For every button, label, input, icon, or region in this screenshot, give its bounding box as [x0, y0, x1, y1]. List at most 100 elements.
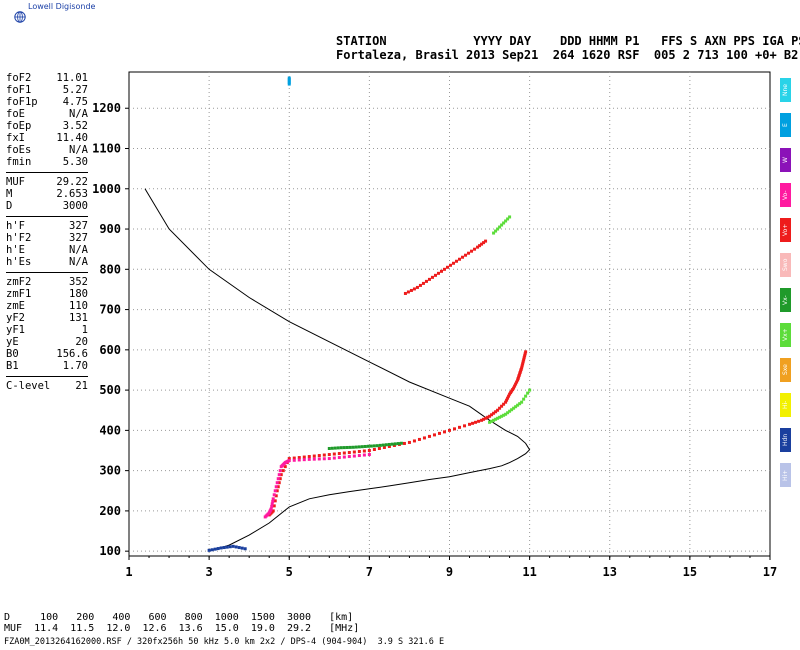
echo-point	[498, 415, 502, 419]
echo-point	[415, 285, 419, 289]
echo-point	[449, 263, 453, 267]
echo-point	[207, 548, 211, 552]
echo-point	[511, 388, 515, 392]
echo-point	[287, 82, 291, 86]
echo-point	[406, 290, 410, 294]
echo-point	[362, 449, 366, 453]
echo-point	[213, 547, 217, 551]
echo-point	[287, 459, 291, 463]
param-row-fof1p: foF1p 4.75	[6, 96, 88, 108]
legend-item-nne: Nne	[780, 78, 791, 102]
echo-point	[278, 477, 282, 481]
echo-point	[332, 452, 336, 456]
echo-point	[498, 406, 502, 410]
echo-point	[507, 394, 511, 398]
echo-point	[455, 259, 459, 263]
echo-point	[243, 547, 247, 551]
echo-point	[216, 547, 220, 551]
x-tick-label: 17	[763, 565, 777, 579]
x-tick-label: 9	[446, 565, 453, 579]
echo-point	[354, 445, 358, 449]
echo-point	[342, 451, 346, 455]
echo-point	[500, 414, 504, 418]
echo-point	[488, 420, 492, 424]
echo-point	[234, 545, 238, 549]
param-row-clevel: C-level 21	[6, 380, 88, 392]
y-tick-label: 600	[99, 343, 121, 357]
echo-point	[492, 418, 496, 422]
echo-point	[312, 457, 316, 461]
echo-point	[518, 372, 522, 376]
echo-point	[494, 229, 498, 233]
echo-point	[273, 489, 277, 493]
echo-point	[436, 271, 440, 275]
echo-point	[271, 509, 275, 513]
echo-point	[327, 446, 331, 450]
echo-point	[506, 217, 510, 221]
param-value: 110	[69, 300, 88, 312]
echo-point	[494, 410, 498, 414]
param-key: h'F2	[6, 232, 32, 244]
echo-point	[476, 245, 480, 249]
x-tick-label: 11	[522, 565, 536, 579]
param-separator	[6, 216, 88, 217]
legend-item-hi: Hi+	[780, 463, 791, 487]
param-value: 11.01	[56, 72, 88, 84]
param-key: foF1p	[6, 96, 38, 108]
echo-point	[345, 445, 349, 449]
echo-point	[427, 434, 431, 438]
param-key: h'E	[6, 244, 25, 256]
echo-point	[510, 389, 514, 393]
param-value: N/A	[69, 244, 88, 256]
y-tick-label: 100	[99, 544, 121, 558]
param-row-fof1: foF1 5.27	[6, 84, 88, 96]
echo-point	[337, 452, 341, 456]
echo-point	[312, 454, 316, 458]
echo-point	[352, 454, 356, 458]
echo-point	[330, 446, 334, 450]
echo-point	[375, 444, 379, 448]
echo-point	[508, 409, 512, 413]
echo-point	[512, 386, 516, 390]
echo-point	[505, 398, 509, 402]
echo-point	[342, 446, 346, 450]
legend-item-vx: Vx+	[780, 323, 791, 347]
param-value: 327	[69, 232, 88, 244]
echo-point	[279, 473, 283, 477]
param-separator	[6, 272, 88, 273]
echo-point	[381, 443, 385, 447]
param-row-hf2: h'F2 327	[6, 232, 88, 244]
lowell-logo: Lowell Digisonde	[6, 2, 136, 24]
echo-point	[526, 391, 530, 395]
echo-point	[407, 440, 411, 444]
echo-point	[237, 546, 241, 550]
echo-point	[480, 418, 484, 422]
echo-point	[287, 76, 291, 80]
echo-point	[452, 261, 456, 265]
echo-point	[362, 453, 366, 457]
param-row-fof2: foF2 11.01	[6, 72, 88, 84]
param-row-foe: foE N/A	[6, 108, 88, 120]
param-value: 1	[81, 324, 88, 336]
echo-point	[272, 504, 276, 508]
echo-point	[337, 456, 341, 460]
param-row-b1: B1 1.70	[6, 360, 88, 372]
echo-point	[357, 445, 361, 449]
legend-item-vx: Vx-	[780, 288, 791, 312]
echo-point	[372, 447, 376, 451]
param-separator	[6, 172, 88, 173]
muf-table: D 100 200 400 600 800 1000 1500 3000 [km…	[4, 612, 359, 634]
echo-point	[504, 400, 508, 404]
param-value: 3.52	[62, 120, 88, 132]
echo-point	[509, 391, 513, 395]
echo-point	[357, 454, 361, 458]
echo-point	[474, 420, 478, 424]
param-value: 29.22	[56, 176, 88, 188]
echo-point	[422, 436, 426, 440]
echo-point	[515, 380, 519, 384]
legend-item-swo: Swo	[780, 253, 791, 277]
echo-point	[272, 493, 276, 497]
echo-point	[522, 356, 526, 360]
param-value: 1.70	[62, 360, 88, 372]
echo-point	[468, 422, 472, 426]
